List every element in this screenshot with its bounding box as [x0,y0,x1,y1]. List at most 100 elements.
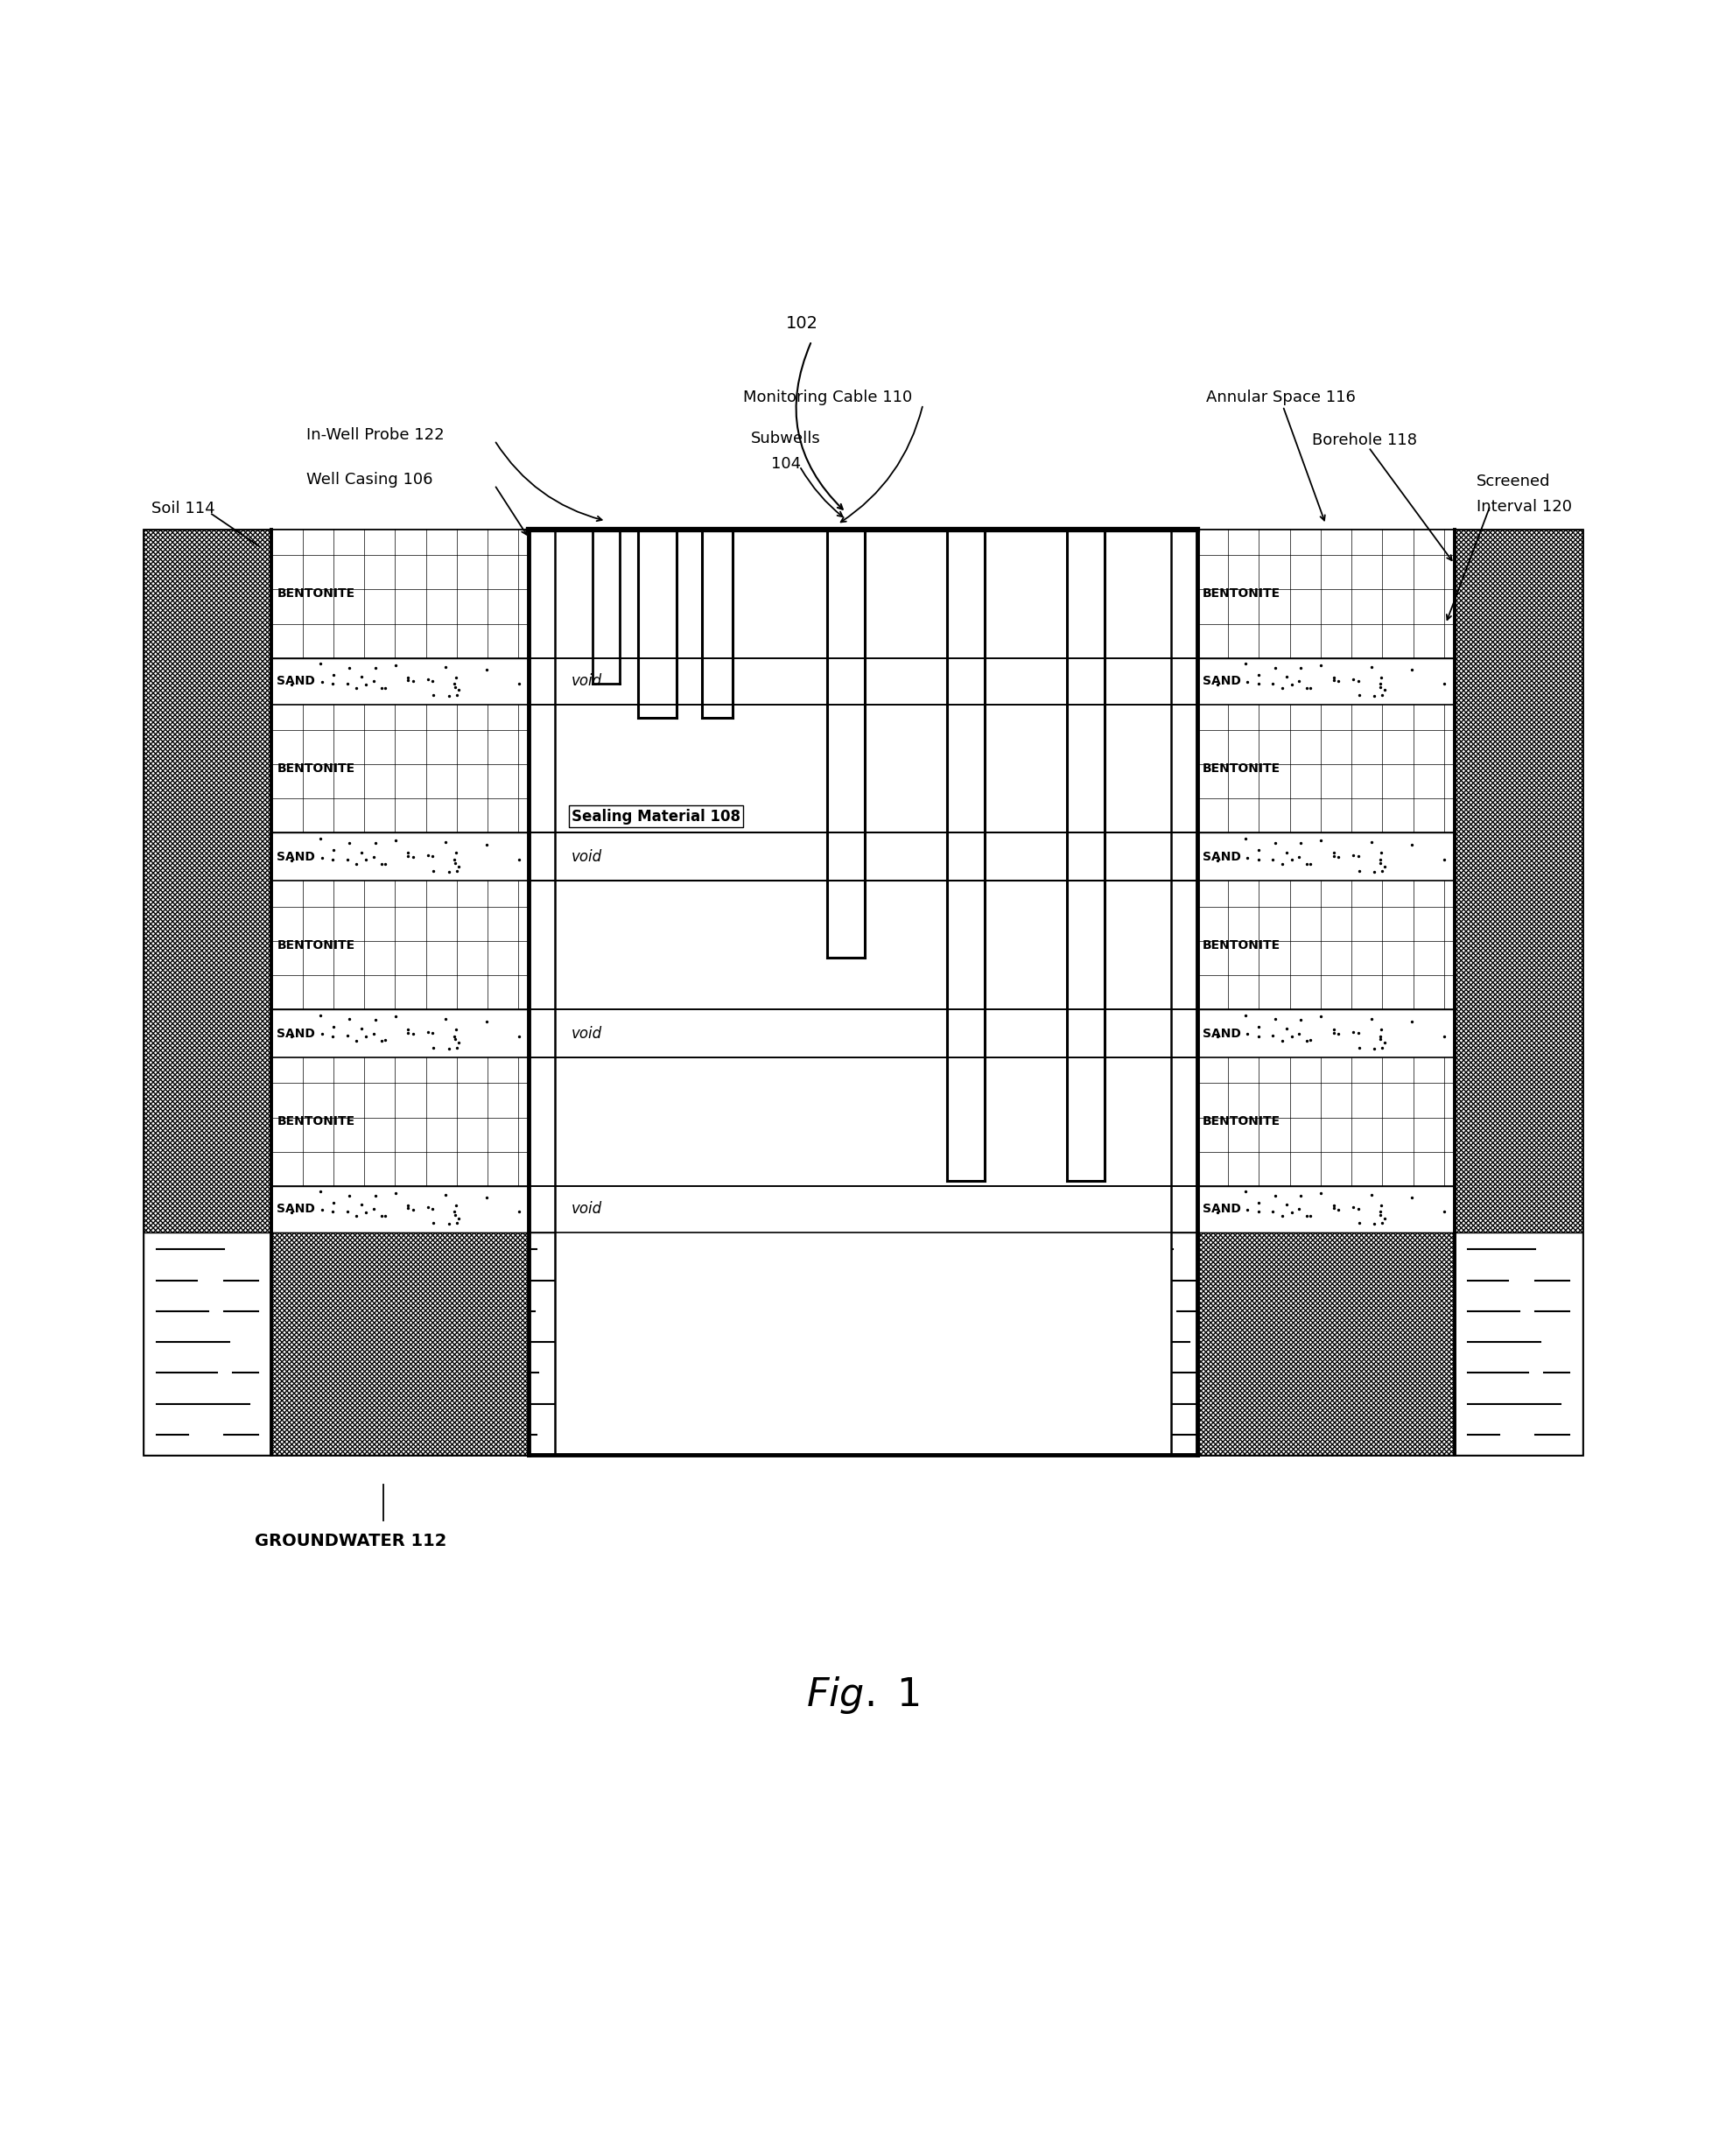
Point [1269,671,1296,705]
Text: BENTONITE: BENTONITE [276,763,356,774]
Point [399,841,426,875]
Bar [271,882,528,1009]
Point [442,837,469,871]
Point [368,671,395,705]
Point [1232,998,1260,1033]
Point [1269,1024,1296,1059]
Point [347,1188,375,1222]
Point [1277,1194,1305,1229]
Text: 102: 102 [785,315,818,332]
Bar [554,530,1172,1455]
Point [333,1194,361,1229]
Point [306,998,333,1033]
Point [1367,1197,1395,1231]
Point [432,826,459,860]
Point [1286,1192,1313,1227]
Point [419,1015,447,1050]
Point [1339,1190,1367,1225]
Point [1367,1022,1395,1056]
Point [319,1186,347,1220]
Point [442,1022,469,1056]
Point [1307,1175,1334,1210]
Point [1307,824,1334,858]
Text: BENTONITE: BENTONITE [276,1115,356,1128]
Point [361,651,388,686]
Point [1367,1188,1395,1222]
Point [1320,834,1348,869]
Point [444,677,471,711]
Bar [271,1233,528,1455]
Point [414,1015,442,1050]
Point [1367,1013,1395,1048]
Point [1365,1020,1393,1054]
Text: BENTONITE: BENTONITE [276,940,356,951]
Point [306,647,333,681]
Point [442,1188,469,1222]
Point [1339,1015,1367,1050]
Point [359,1015,387,1050]
Point [1345,664,1372,699]
Point [335,1003,362,1037]
Bar [143,1233,271,1455]
Point [445,849,473,884]
Point [394,660,421,694]
Point [1244,1194,1272,1229]
Point [1262,651,1289,686]
Text: Subwells: Subwells [751,431,822,446]
Text: SAND: SAND [276,675,316,688]
Point [352,666,380,701]
Point [399,1192,426,1227]
Point [1260,666,1288,701]
Point [1365,1194,1393,1229]
Bar [1198,1056,1455,1186]
Point [1320,1011,1348,1046]
Point [1365,843,1393,877]
Point [1367,837,1395,871]
Point [1398,653,1426,688]
Text: void: void [571,1026,602,1041]
Point [1232,1175,1260,1210]
Point [352,1194,380,1229]
Point [1360,856,1388,890]
Point [1277,843,1305,877]
Point [1234,1018,1262,1052]
Point [319,1020,347,1054]
Point [1244,832,1272,867]
Point [1296,671,1324,705]
Bar [271,705,528,832]
Point [1269,847,1296,882]
Point [1324,841,1351,875]
Point [381,1000,409,1035]
Point [419,664,447,699]
Bar [271,1056,528,1186]
Bar [271,1009,528,1056]
Point [361,1003,388,1037]
Bar [271,658,528,705]
Point [1345,839,1372,873]
Text: SAND: SAND [1203,1203,1241,1216]
Text: BENTONITE: BENTONITE [1203,589,1281,599]
Point [1277,1020,1305,1054]
Point [1320,1188,1348,1222]
Point [1320,1190,1348,1225]
Point [371,1024,399,1059]
Point [359,1192,387,1227]
Bar [1067,530,1105,1181]
Text: SAND: SAND [1203,1026,1241,1039]
Bar [1455,530,1583,1233]
Point [333,666,361,701]
Point [1369,677,1396,711]
Point [506,1194,533,1229]
Text: $\mathit{Fig.}$ $\mathit{1}$: $\mathit{Fig.}$ $\mathit{1}$ [806,1675,920,1716]
Point [440,1194,468,1229]
Point [1370,1026,1398,1061]
Text: void: void [571,673,602,690]
Point [419,1031,447,1065]
Point [309,664,337,699]
Point [278,1194,306,1229]
Point [435,1031,463,1065]
Point [1398,1005,1426,1039]
Point [352,1020,380,1054]
Bar [271,1233,528,1455]
Point [309,841,337,875]
